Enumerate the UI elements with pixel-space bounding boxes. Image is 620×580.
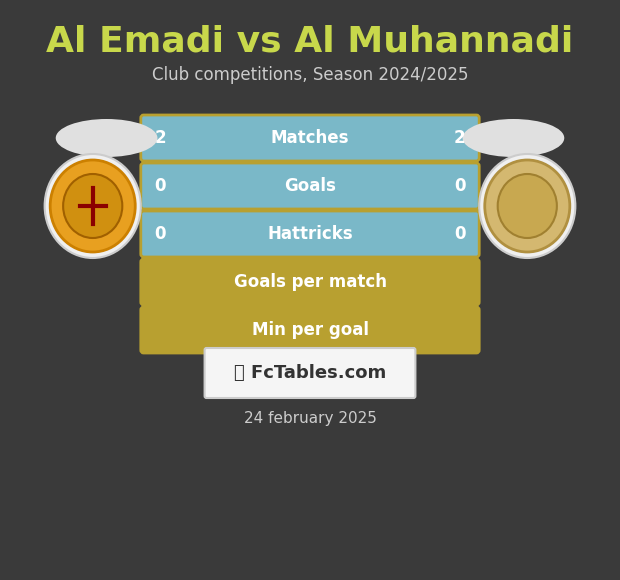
Circle shape [498, 174, 557, 238]
Circle shape [485, 160, 570, 252]
Text: Hattricks: Hattricks [267, 225, 353, 243]
Text: Min per goal: Min per goal [252, 321, 368, 339]
Text: Club competitions, Season 2024/2025: Club competitions, Season 2024/2025 [152, 66, 468, 84]
Text: 0: 0 [154, 177, 166, 195]
Text: Al Emadi vs Al Muhannadi: Al Emadi vs Al Muhannadi [46, 25, 574, 59]
Text: 24 february 2025: 24 february 2025 [244, 411, 376, 426]
Text: 2: 2 [454, 129, 466, 147]
Ellipse shape [56, 119, 157, 157]
FancyBboxPatch shape [141, 259, 479, 305]
Ellipse shape [463, 119, 564, 157]
FancyBboxPatch shape [141, 211, 479, 257]
Text: 0: 0 [454, 177, 466, 195]
Text: Goals per match: Goals per match [234, 273, 386, 291]
FancyBboxPatch shape [205, 348, 415, 398]
Circle shape [45, 154, 141, 258]
Text: 0: 0 [154, 225, 166, 243]
Text: 0: 0 [454, 225, 466, 243]
Text: Matches: Matches [271, 129, 349, 147]
FancyBboxPatch shape [141, 163, 479, 209]
Text: 2: 2 [154, 129, 166, 147]
Text: 📊 FcTables.com: 📊 FcTables.com [234, 364, 386, 382]
FancyBboxPatch shape [141, 115, 479, 161]
FancyBboxPatch shape [141, 307, 479, 353]
Circle shape [63, 174, 122, 238]
Circle shape [479, 154, 575, 258]
Circle shape [50, 160, 135, 252]
Text: Goals: Goals [284, 177, 336, 195]
